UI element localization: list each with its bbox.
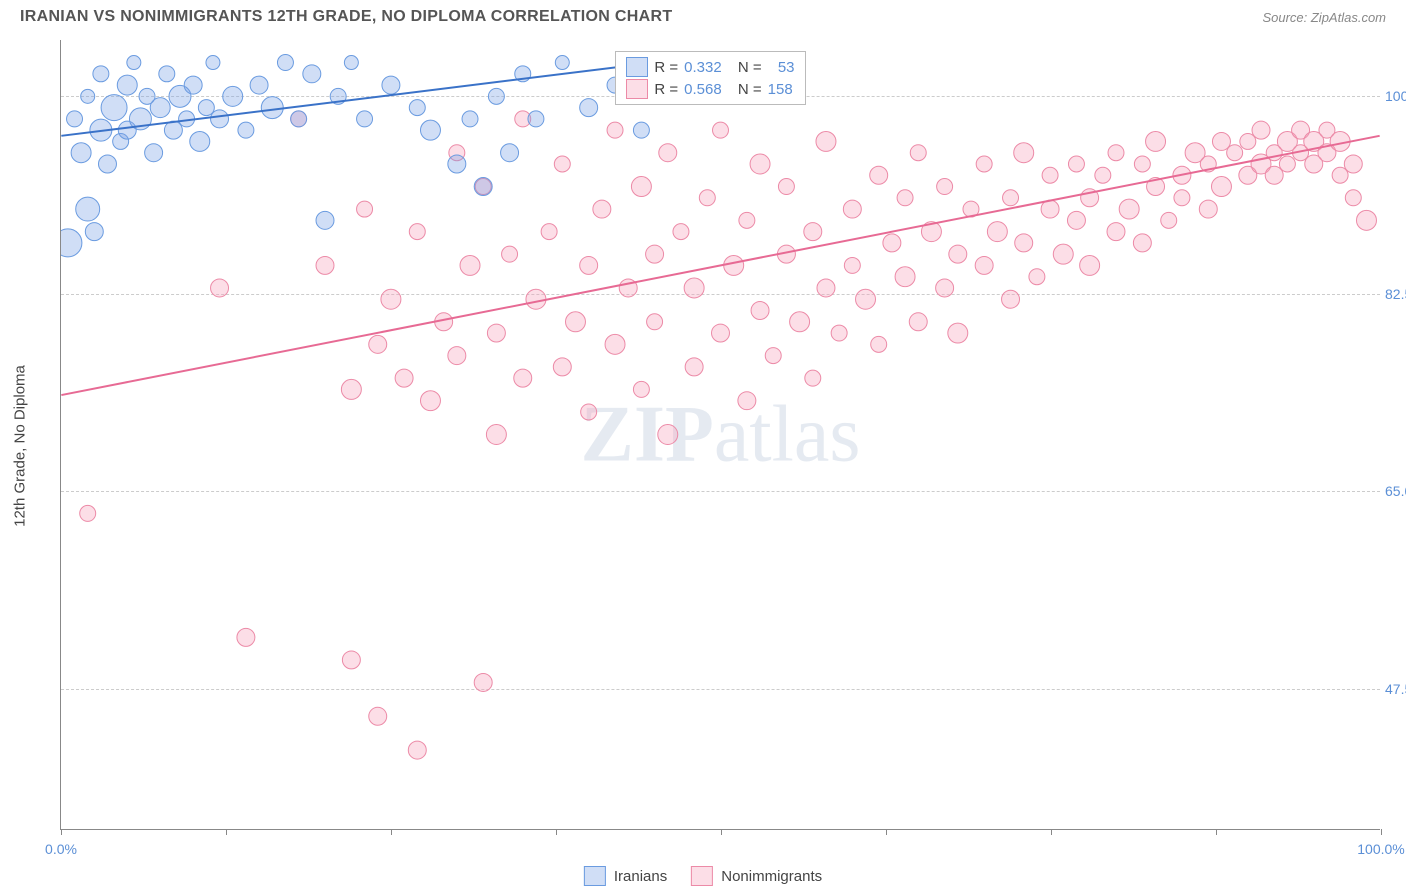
swatch-iranians — [626, 57, 648, 77]
y-tick-label: 65.0% — [1385, 483, 1406, 499]
chart-plot-area: ZIPatlas R = 0.332 N = 53 R = 0.568 N = … — [60, 40, 1380, 830]
n-value-iranians: 53 — [778, 59, 795, 76]
n-label: N = — [738, 59, 762, 76]
chart-header: IRANIAN VS NONIMMIGRANTS 12TH GRADE, NO … — [0, 0, 1406, 30]
x-tick-label: 100.0% — [1357, 841, 1404, 857]
n-value-nonimmigrants: 158 — [768, 81, 793, 98]
series-legend: Iranians Nonimmigrants — [584, 866, 822, 886]
y-tick-label: 100.0% — [1385, 88, 1406, 104]
stats-row-iranians: R = 0.332 N = 53 — [626, 56, 794, 78]
y-tick-label: 47.5% — [1385, 681, 1406, 697]
x-tick — [886, 829, 887, 835]
swatch-nonimmigrants — [626, 79, 648, 99]
x-tick — [1381, 829, 1382, 835]
stats-legend: R = 0.332 N = 53 R = 0.568 N = 158 — [615, 51, 805, 105]
x-tick — [1051, 829, 1052, 835]
legend-swatch-iranians — [584, 866, 606, 886]
x-tick — [1216, 829, 1217, 835]
stats-row-nonimmigrants: R = 0.568 N = 158 — [626, 78, 794, 100]
r-label: R = — [654, 81, 678, 98]
legend-item-iranians: Iranians — [584, 866, 667, 886]
r-value-iranians: 0.332 — [684, 59, 722, 76]
x-tick — [61, 829, 62, 835]
legend-swatch-nonimmigrants — [691, 866, 713, 886]
x-tick-label: 0.0% — [45, 841, 77, 857]
x-tick — [556, 829, 557, 835]
x-tick — [226, 829, 227, 835]
legend-label-nonimmigrants: Nonimmigrants — [721, 868, 822, 885]
scatter-svg — [61, 40, 1380, 829]
y-tick-label: 82.5% — [1385, 286, 1406, 302]
legend-item-nonimmigrants: Nonimmigrants — [691, 866, 822, 886]
n-label: N = — [738, 81, 762, 98]
x-tick — [721, 829, 722, 835]
y-axis-label: 12th Grade, No Diploma — [12, 365, 29, 527]
legend-label-iranians: Iranians — [614, 868, 667, 885]
x-tick — [391, 829, 392, 835]
source-label: Source: ZipAtlas.com — [1262, 10, 1386, 25]
chart-title: IRANIAN VS NONIMMIGRANTS 12TH GRADE, NO … — [20, 8, 672, 26]
r-label: R = — [654, 59, 678, 76]
r-value-nonimmigrants: 0.568 — [684, 81, 722, 98]
